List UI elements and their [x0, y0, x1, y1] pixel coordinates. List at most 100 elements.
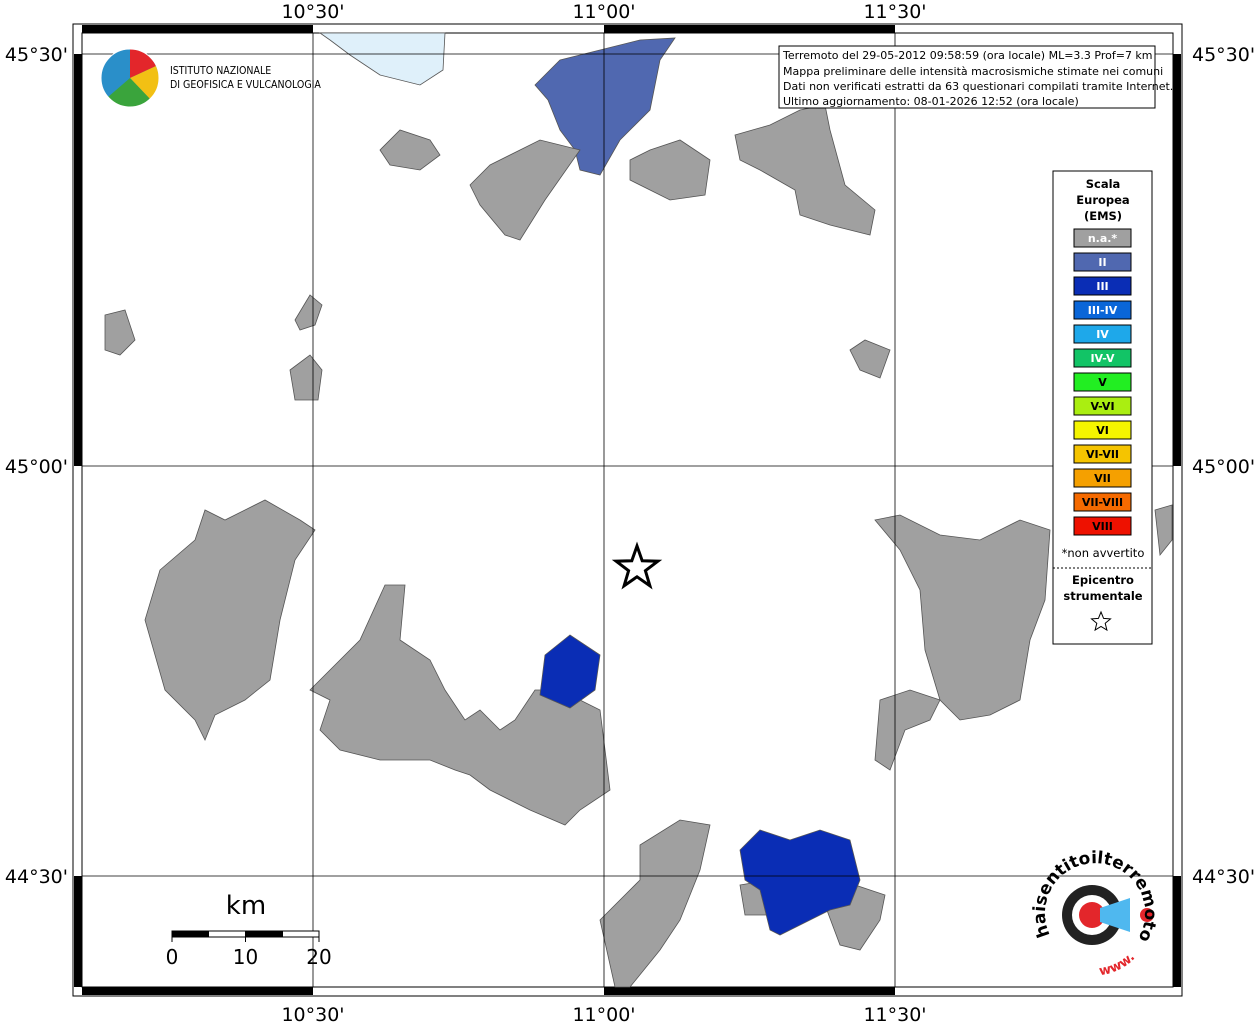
scale-segment — [172, 931, 209, 937]
legend-swatch — [1073, 252, 1132, 272]
legend-label: IV-V — [1090, 352, 1115, 365]
ingv-logo: ISTITUTO NAZIONALE DI GEOFISICA E VULCAN… — [100, 48, 321, 108]
legend-swatch — [1073, 468, 1132, 488]
globe-outline — [100, 48, 160, 108]
region — [539, 634, 601, 709]
region — [469, 139, 581, 241]
info-line: Mappa preliminare delle intensità macros… — [783, 65, 1163, 78]
legend-label: II — [1098, 256, 1106, 269]
scale-bar: km 0 10 20 — [166, 891, 332, 969]
legend-note: *non avvertito — [1062, 546, 1145, 560]
lat-label: 45°30' — [1192, 44, 1255, 66]
region — [1154, 504, 1173, 557]
legend-swatch — [1073, 276, 1132, 296]
region — [289, 354, 323, 401]
outer-frame — [72, 23, 1183, 997]
region — [599, 819, 711, 988]
globe-segment — [130, 66, 159, 99]
region — [534, 37, 676, 176]
info-line: Dati non verificati estratti da 63 quest… — [783, 80, 1173, 93]
band — [74, 876, 82, 987]
legend-label: n.a.* — [1088, 232, 1118, 245]
legend-label: III — [1096, 280, 1108, 293]
legend-swatch — [1073, 228, 1132, 248]
scale-label: 0 — [166, 945, 179, 969]
region — [294, 294, 323, 331]
frame-bands — [74, 25, 1181, 995]
lat-label: 44°30' — [5, 866, 68, 888]
legend-label: III-IV — [1088, 304, 1118, 317]
legend-swatch — [1073, 348, 1132, 368]
region — [734, 104, 876, 236]
globe-segment — [130, 49, 156, 78]
legend-label: IV — [1096, 328, 1109, 341]
lon-label: 10°30' — [281, 1, 344, 23]
legend-label: V — [1098, 376, 1107, 389]
lat-label: 45°00' — [1192, 456, 1255, 478]
globe-segment — [108, 78, 150, 108]
legend-swatch — [1073, 324, 1132, 344]
scale-label: 20 — [306, 945, 331, 969]
region — [874, 514, 1051, 721]
region — [144, 499, 316, 741]
legend-swatch — [1073, 420, 1132, 440]
region — [874, 689, 941, 771]
legend-label: VII — [1094, 472, 1111, 485]
band — [1173, 54, 1181, 466]
info-frame — [778, 45, 1156, 109]
scale-segment — [246, 931, 283, 937]
lon-label: 11°30' — [863, 1004, 926, 1024]
legend-title: Scala — [1086, 177, 1121, 191]
band — [1173, 876, 1181, 987]
axis-labels: 10°30' 11°00' 11°30' 10°30' 11°00' 11°30… — [5, 1, 1255, 1024]
legend-swatch — [1073, 396, 1132, 416]
lon-label: 11°00' — [572, 1, 635, 23]
logo-dot — [1140, 908, 1154, 922]
lon-label: 11°30' — [863, 1, 926, 23]
band — [82, 25, 313, 33]
info-box: Terremoto del 29-05-2012 09:58:59 (ora l… — [778, 45, 1173, 109]
lon-label: 11°00' — [572, 1004, 635, 1024]
lon-label: 10°30' — [281, 1004, 344, 1024]
epicenter-star — [611, 541, 663, 590]
legend-epicenter: Epicentro — [1072, 573, 1134, 587]
region — [318, 32, 446, 86]
region — [849, 339, 891, 379]
scale-unit: km — [226, 891, 266, 921]
institute-name: DI GEOFISICA E VULCANOLOGIA — [170, 79, 321, 91]
legend: Scala Europea (EMS) *non avvertito Epice… — [1052, 170, 1153, 645]
legend-label: VIII — [1092, 520, 1113, 533]
region — [629, 139, 711, 201]
band — [604, 987, 895, 995]
legend-label: VI — [1096, 424, 1109, 437]
band — [604, 25, 895, 33]
regions — [104, 32, 1173, 988]
band — [82, 987, 313, 995]
legend-swatch — [1073, 444, 1132, 464]
legend-swatch — [1073, 516, 1132, 536]
institute-name: ISTITUTO NAZIONALE — [170, 65, 271, 77]
legend-label: V-VI — [1090, 400, 1114, 413]
logo-ring — [1079, 902, 1105, 928]
legend-swatch — [1073, 372, 1132, 392]
lat-label: 44°30' — [1192, 866, 1255, 888]
lat-label: 45°30' — [5, 44, 68, 66]
legend-label: VII-VIII — [1082, 496, 1123, 509]
scale-label: 10 — [233, 945, 258, 969]
legend-label: VI-VII — [1086, 448, 1119, 461]
legend-star — [1090, 610, 1112, 632]
legend-title: (EMS) — [1084, 209, 1122, 223]
legend-title: Europea — [1076, 193, 1129, 207]
info-line: Ultimo aggiornamento: 08-01-2026 12:52 (… — [783, 95, 1079, 108]
lat-label: 45°00' — [5, 456, 68, 478]
legend-swatch — [1073, 300, 1132, 320]
region — [104, 309, 136, 356]
legend-swatch — [1073, 492, 1132, 512]
band — [74, 54, 82, 466]
info-line: Terremoto del 29-05-2012 09:58:59 (ora l… — [782, 49, 1153, 62]
legend-epicenter: strumentale — [1063, 589, 1142, 603]
region — [379, 129, 441, 171]
region — [739, 829, 861, 936]
logo-speaker — [1100, 898, 1130, 932]
